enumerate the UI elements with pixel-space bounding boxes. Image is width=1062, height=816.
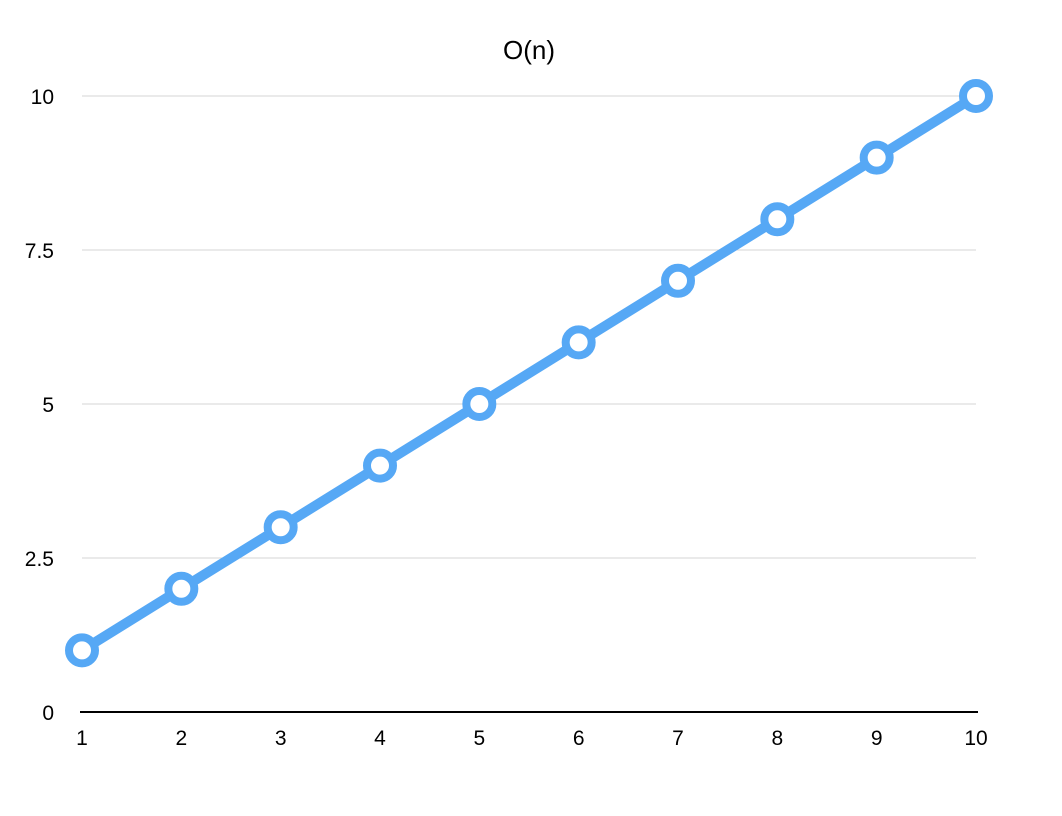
- data-point: [363, 448, 397, 483]
- y-tick-label: 7.5: [25, 240, 54, 263]
- x-tick-label: 3: [275, 727, 287, 750]
- y-tick-label: 2.5: [25, 548, 54, 571]
- data-point: [859, 140, 894, 175]
- y-tick-label: 5: [42, 394, 54, 417]
- data-point: [65, 633, 99, 668]
- x-tick-label: 4: [374, 727, 386, 750]
- x-tick-label: 6: [573, 727, 585, 750]
- x-tick-label: 7: [672, 727, 684, 750]
- x-tick-label: 10: [964, 727, 987, 750]
- series-line: [77, 91, 981, 656]
- series-line-group: [77, 91, 981, 656]
- data-point: [959, 79, 993, 113]
- x-tick-label: 2: [175, 727, 187, 750]
- gridlines: [82, 95, 976, 559]
- x-tick-label: 9: [871, 727, 883, 750]
- y-tick-label: 0: [42, 702, 54, 725]
- data-point: [263, 510, 298, 545]
- x-tick-label: 8: [771, 727, 783, 750]
- y-tick-label: 10: [31, 86, 54, 109]
- chart-title: O(n): [503, 35, 555, 65]
- data-point: [462, 387, 497, 421]
- data-points: [65, 79, 993, 668]
- data-point: [164, 571, 199, 606]
- x-tick-label: 1: [76, 727, 88, 750]
- data-point: [661, 263, 695, 298]
- data-point: [561, 325, 596, 360]
- data-point: [760, 202, 795, 237]
- x-tick-label: 5: [473, 727, 485, 750]
- axes: 0 2.5 5 7.5 10 1 2 3 4 5 6 7 8 9 10: [25, 86, 988, 750]
